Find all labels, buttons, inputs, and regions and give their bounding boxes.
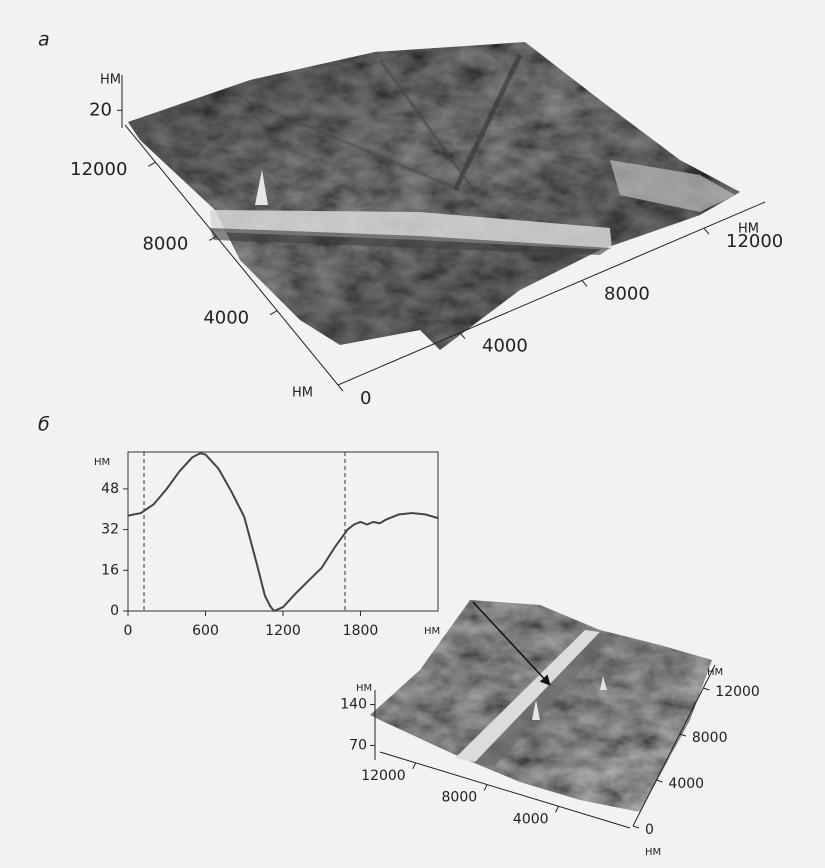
x-axis-label: НМ [424, 626, 440, 637]
y-tick-label: 12000 [361, 768, 406, 784]
x-tick-label: 12000 [715, 684, 760, 700]
panel-label: а [38, 29, 50, 51]
y-tick [148, 162, 155, 166]
y-tick-label: 8000 [442, 790, 478, 806]
y-tick-label: 8000 [142, 233, 188, 254]
z-axis-label: НМ [100, 73, 121, 88]
profile-line [128, 453, 438, 611]
x-axis-label: НМ [738, 222, 759, 237]
y-axis-label: НМ [645, 847, 661, 858]
y-tick [556, 806, 559, 812]
z-tick-label: 70 [349, 737, 367, 753]
z-tick-label: 140 [340, 697, 367, 713]
x-tick-label: 1200 [265, 623, 301, 639]
x-tick [633, 826, 639, 828]
x-tick-label: 4000 [482, 336, 528, 357]
y-tick-label: 4000 [513, 811, 549, 827]
x-tick [703, 688, 709, 690]
x-tick-label: 1800 [343, 623, 379, 639]
y-tick [484, 785, 487, 791]
x-tick [656, 780, 662, 782]
x-tick [582, 280, 587, 286]
plot-frame [128, 452, 438, 611]
y-tick [270, 311, 277, 315]
z-axis-label: НМ [356, 683, 372, 694]
x-tick-label: 8000 [692, 730, 728, 746]
x-tick-label: 4000 [668, 776, 704, 792]
y-tick-label: 16 [101, 562, 119, 578]
y-axis-label: НМ [94, 457, 110, 468]
x-tick-label: 0 [645, 822, 654, 838]
z-tick-label: 20 [89, 99, 112, 120]
x-tick-label: 8000 [604, 283, 650, 304]
x-tick-label: 0 [360, 388, 371, 409]
y-tick-label: 12000 [70, 159, 127, 180]
y-tick-label: 0 [110, 603, 119, 619]
y-axis-label: НМ [292, 386, 313, 401]
y-tick [413, 763, 416, 769]
y-tick-label: 4000 [203, 308, 249, 329]
x-axis-label: НМ [707, 667, 723, 678]
x-tick [338, 385, 343, 391]
x-tick [704, 228, 709, 234]
panel-label: б [38, 414, 50, 436]
x-tick [460, 333, 465, 339]
figure: а20НМ400080001200004000800012000НМНМб016… [0, 0, 825, 868]
y-tick-label: 48 [101, 481, 119, 497]
x-tick-label: 600 [192, 623, 219, 639]
y-tick-label: 32 [101, 522, 119, 538]
x-tick-label: 0 [124, 623, 133, 639]
surface-b [370, 600, 712, 812]
